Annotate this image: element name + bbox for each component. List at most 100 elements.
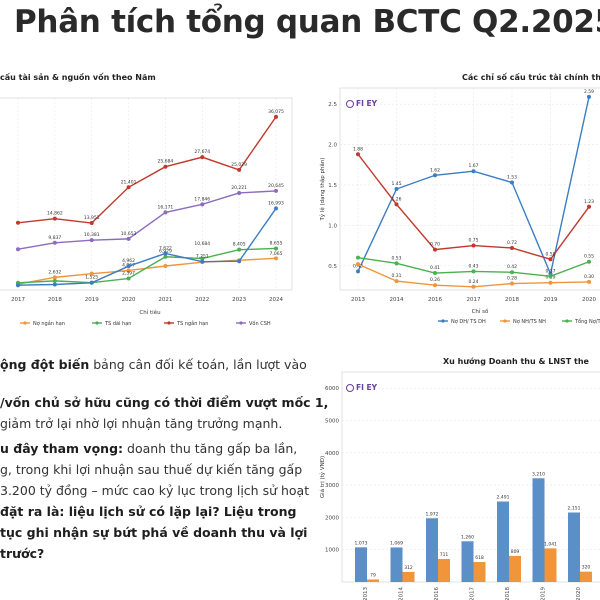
data-point bbox=[394, 187, 399, 191]
y-axis-label: Tỷ lệ (dạng thập phân) bbox=[319, 158, 326, 222]
y-tick-label: 1000 bbox=[325, 548, 339, 554]
bar bbox=[402, 571, 415, 582]
financial-ratio-line-chart: 0.5 1.0 1.5 2.0 2.5 2013 2014 2016 2017 2018 2019 2… bbox=[319, 87, 600, 325]
text-highlight: u đây tham vọng: bbox=[0, 441, 124, 456]
data-point bbox=[16, 220, 20, 225]
series-line bbox=[17, 116, 277, 224]
data-point bbox=[163, 164, 168, 169]
data-label: 1.67 bbox=[468, 163, 478, 169]
y-tick-label: 4000 bbox=[325, 451, 339, 457]
data-point bbox=[200, 256, 205, 261]
data-point bbox=[237, 167, 242, 172]
data-label: 2,632 bbox=[48, 269, 61, 275]
text-line: đặt ra là: liệu lịch sử có lặp lại? Liệu… bbox=[0, 504, 297, 519]
legend-label: Nợ NH/TS NH bbox=[513, 319, 546, 325]
data-point bbox=[126, 264, 131, 269]
legend-label: Nợ DH/ TS DH bbox=[451, 319, 486, 325]
data-point bbox=[52, 278, 57, 283]
data-point bbox=[52, 240, 57, 245]
x-tick-label: 2017 bbox=[470, 587, 476, 600]
data-label: 25,029 bbox=[231, 162, 247, 168]
data-point bbox=[510, 270, 514, 275]
data-point bbox=[587, 94, 591, 99]
data-point bbox=[274, 206, 278, 211]
text-line: /vốn chủ sở hữu cũng có thời điểm vượt m… bbox=[0, 395, 329, 410]
y-tick-label: 2.0 bbox=[328, 143, 337, 149]
data-label: 312 bbox=[404, 565, 413, 571]
data-label: 27,674 bbox=[194, 149, 210, 155]
data-label: 16,993 bbox=[268, 200, 284, 206]
text-line: doanh thu tăng gấp ba lần, bbox=[123, 441, 298, 456]
data-point bbox=[89, 280, 94, 285]
data-label: 2,397 bbox=[122, 270, 135, 276]
data-label: 10,653 bbox=[121, 231, 137, 237]
data-point bbox=[16, 247, 20, 252]
data-point bbox=[471, 243, 476, 248]
data-point bbox=[52, 275, 57, 280]
series-line bbox=[17, 190, 277, 250]
data-point bbox=[471, 269, 476, 274]
data-label: 0.58 bbox=[545, 251, 555, 257]
data-label: 2.59 bbox=[584, 89, 594, 95]
data-point bbox=[163, 254, 168, 259]
y-tick-label: 5000 bbox=[325, 418, 339, 424]
data-label: 320 bbox=[582, 565, 591, 571]
data-label: 0.28 bbox=[507, 276, 517, 282]
data-label: 0.43 bbox=[353, 263, 363, 269]
data-point bbox=[237, 190, 242, 195]
data-label: 7,622 bbox=[159, 245, 172, 251]
x-tick-label: 2018 bbox=[505, 297, 519, 303]
y-tick-label: 1.0 bbox=[328, 223, 337, 229]
data-label: 0.75 bbox=[468, 238, 478, 244]
data-point bbox=[471, 169, 476, 174]
data-label: 1,260 bbox=[461, 534, 474, 540]
data-point bbox=[548, 257, 553, 262]
y-tick-label: 6000 bbox=[325, 386, 339, 392]
data-point bbox=[237, 259, 242, 264]
data-label: 4,962 bbox=[122, 258, 135, 264]
data-label: 618 bbox=[475, 555, 484, 561]
bar bbox=[355, 547, 367, 582]
legend-title: Chỉ tiêu bbox=[139, 309, 160, 316]
x-tick-label: 2024 bbox=[269, 297, 283, 303]
x-tick-label: 2020 bbox=[122, 297, 136, 303]
x-tick-label: 2014 bbox=[399, 587, 405, 600]
x-tick-label: 2019 bbox=[544, 297, 558, 303]
data-point bbox=[89, 238, 94, 243]
data-point bbox=[237, 247, 242, 252]
asset-capital-chart-panel: cấu tài sản & nguồn vốn theo Năm 2017 201… bbox=[0, 70, 300, 330]
data-point bbox=[200, 155, 205, 160]
data-label: 21,401 bbox=[121, 179, 137, 185]
data-label: 0.41 bbox=[430, 265, 440, 271]
data-point bbox=[89, 271, 94, 276]
data-point bbox=[356, 262, 360, 267]
data-point bbox=[163, 264, 168, 268]
bar bbox=[473, 562, 486, 582]
financial-ratio-chart-panel: Các chỉ số cấu trúc tài chính th 0.5 1.0 1… bbox=[310, 70, 600, 330]
x-tick-label: 2022 bbox=[195, 297, 209, 303]
x-tick-label: 2013 bbox=[351, 297, 365, 303]
bar bbox=[438, 559, 450, 582]
data-label: 2,151 bbox=[568, 506, 581, 512]
legend-marker bbox=[441, 319, 445, 323]
data-point bbox=[274, 188, 278, 193]
legend-label: TS dài hạn bbox=[104, 320, 131, 327]
data-point bbox=[433, 283, 437, 288]
plot-area bbox=[0, 97, 293, 291]
bar bbox=[580, 571, 592, 582]
data-point bbox=[200, 259, 205, 264]
series-line bbox=[17, 247, 277, 284]
analysis-text: ộng đột biến bảng cân đối kế toán, lần l… bbox=[0, 354, 328, 564]
legend-label: Vốn CSH bbox=[249, 320, 271, 327]
data-point bbox=[433, 247, 437, 252]
data-point bbox=[394, 279, 399, 284]
data-label: 10,381 bbox=[84, 232, 100, 238]
data-label: 8,405 bbox=[233, 242, 246, 248]
bar bbox=[426, 518, 438, 582]
x-axis-label: Chỉ số bbox=[472, 308, 489, 315]
legend-marker bbox=[239, 321, 243, 325]
data-point bbox=[52, 216, 57, 221]
data-point bbox=[163, 210, 168, 215]
bar bbox=[568, 512, 580, 582]
data-point bbox=[126, 276, 131, 281]
